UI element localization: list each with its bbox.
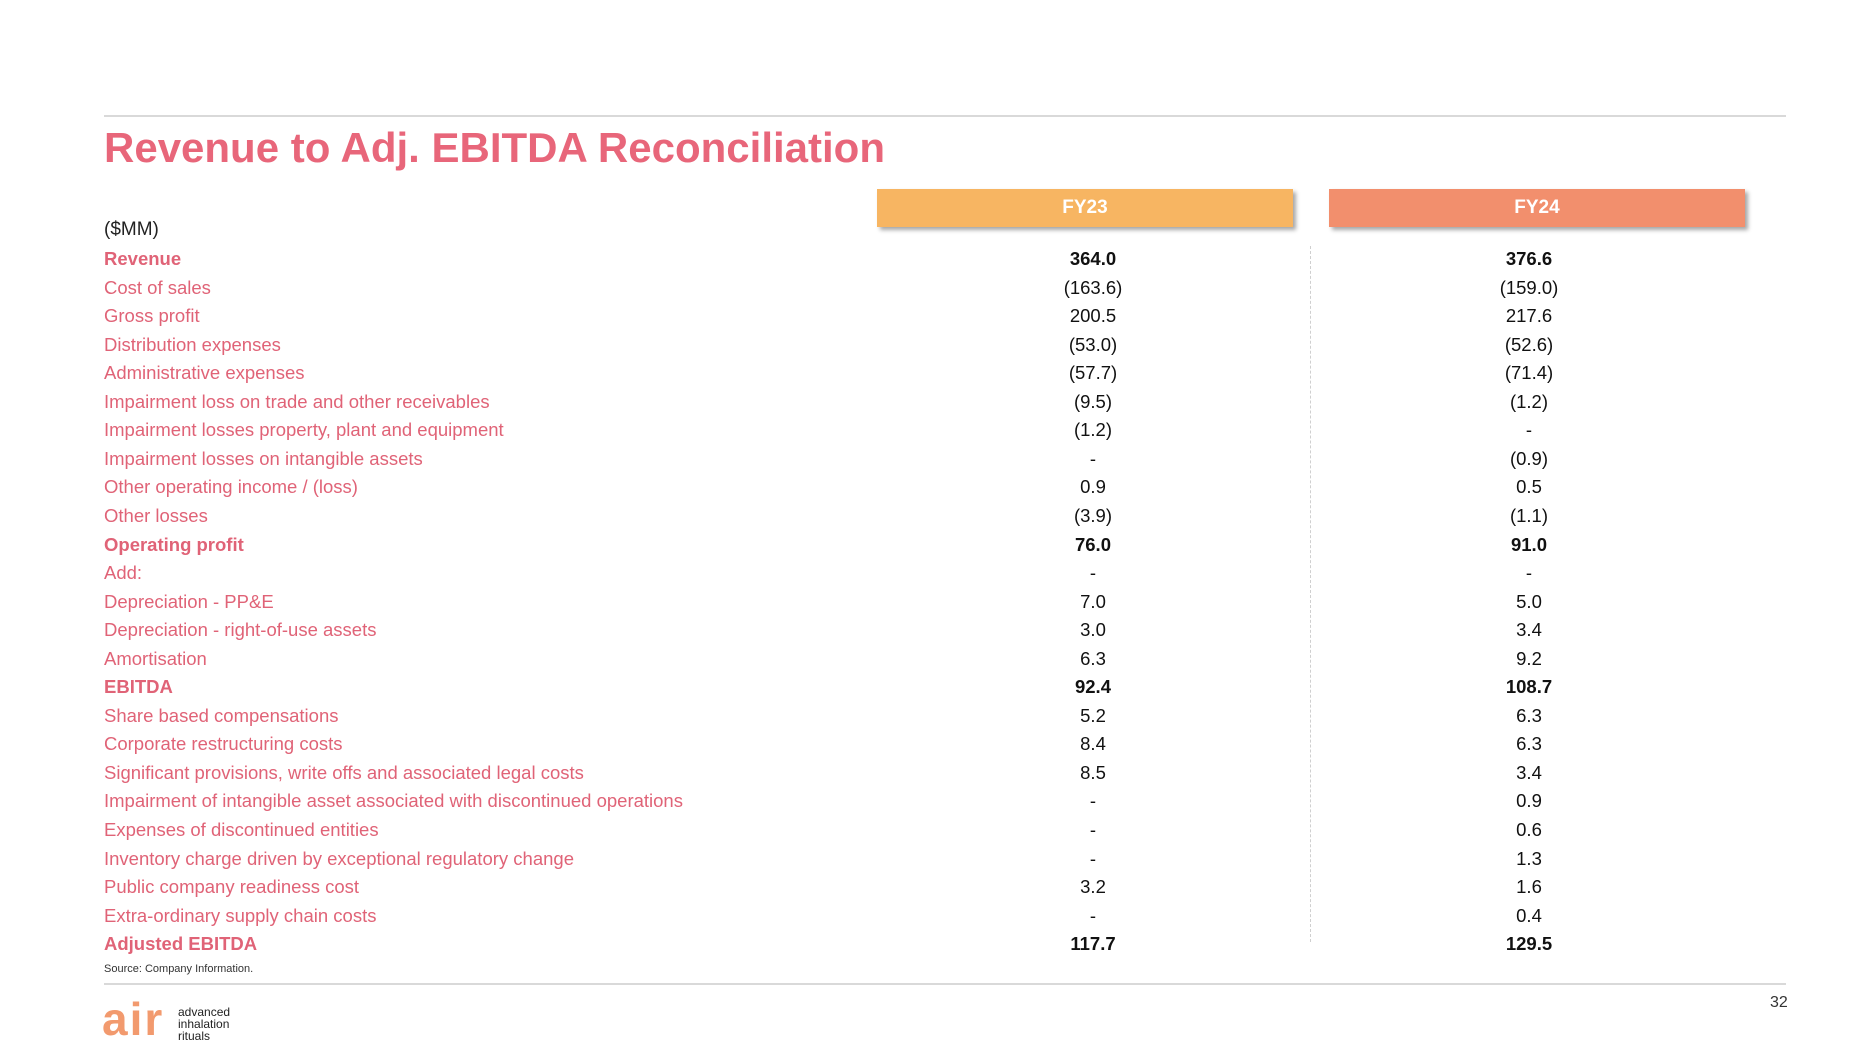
row-label: Cost of sales xyxy=(104,276,211,298)
row-label: Gross profit xyxy=(104,305,200,327)
cell-value: (159.0) xyxy=(1499,276,1559,298)
cell-value: 0.6 xyxy=(1516,819,1542,840)
cell-value: - xyxy=(1089,562,1097,584)
cell-value: - xyxy=(1089,447,1097,469)
cell-value: 7.0 xyxy=(1080,590,1106,612)
top-rule xyxy=(104,115,1786,117)
cell-value: (163.6) xyxy=(1063,276,1123,298)
slide-title: Revenue to Adj. EBITDA Reconciliation xyxy=(104,124,885,171)
cell-value: 8.4 xyxy=(1080,733,1106,755)
row-label: Distribution expenses xyxy=(104,333,281,355)
cell-value: 0.5 xyxy=(1516,476,1542,498)
row-label: Extra-ordinary supply chain costs xyxy=(104,904,377,926)
row-label: Revenue xyxy=(104,248,182,269)
cell-value: 1.3 xyxy=(1516,847,1542,869)
cell-value: (9.5) xyxy=(1073,390,1113,412)
logo-line: rituals xyxy=(178,1029,211,1043)
row-label: Administrative expenses xyxy=(104,362,305,384)
row-label: Impairment losses property, plant and eq… xyxy=(104,419,504,441)
cell-value: 0.9 xyxy=(1080,476,1106,498)
cell-value: 91.0 xyxy=(1510,533,1547,555)
cell-value: 76.0 xyxy=(1074,533,1111,555)
cell-value: 364.0 xyxy=(1069,248,1117,269)
cell-value: (53.0) xyxy=(1068,333,1118,355)
row-label: Depreciation - PP&E xyxy=(104,590,274,612)
row-label: Public company readiness cost xyxy=(104,876,360,898)
bottom-rule xyxy=(104,983,1786,985)
cell-value: 5.0 xyxy=(1516,590,1542,612)
cell-value: - xyxy=(1089,847,1097,869)
logo-mark: air xyxy=(102,993,165,1045)
cell-value: - xyxy=(1089,790,1097,812)
row-label: Impairment of intangible asset associate… xyxy=(104,790,683,812)
cell-value: 3.0 xyxy=(1080,619,1106,641)
unit-label: ($MM) xyxy=(104,219,159,240)
cell-value: (57.7) xyxy=(1068,362,1118,384)
cell-value: 200.5 xyxy=(1069,305,1117,327)
cell-value: 376.6 xyxy=(1505,248,1553,269)
row-label: Amortisation xyxy=(104,647,207,669)
logo-line: advanced xyxy=(178,1005,231,1019)
cell-value: 3.4 xyxy=(1516,619,1542,641)
row-label: Corporate restructuring costs xyxy=(104,733,343,755)
cell-value: (52.6) xyxy=(1504,333,1554,355)
cell-value: - xyxy=(1525,562,1533,584)
cell-value: 6.3 xyxy=(1080,647,1106,669)
row-label: Other operating income / (loss) xyxy=(104,476,358,498)
cell-value: 3.2 xyxy=(1080,876,1106,898)
cell-value: 108.7 xyxy=(1505,676,1553,698)
logo-line: inhalation xyxy=(178,1017,230,1031)
row-label: Depreciation - right-of-use assets xyxy=(104,619,377,641)
page-number: 32 xyxy=(1770,994,1788,1011)
row-label: Inventory charge driven by exceptional r… xyxy=(104,847,574,869)
column-header: FY24 xyxy=(1329,189,1745,227)
cell-value: 0.4 xyxy=(1516,904,1542,926)
cell-value: (1.2) xyxy=(1073,419,1113,441)
cell-value: 8.5 xyxy=(1080,761,1106,783)
cell-value: (3.9) xyxy=(1073,504,1113,526)
cell-value: - xyxy=(1089,819,1097,840)
source-note: Source: Company Information. xyxy=(104,963,254,975)
cell-value: 9.2 xyxy=(1516,647,1542,669)
row-label: Adjusted EBITDA xyxy=(104,933,258,955)
cell-value: 3.4 xyxy=(1516,761,1542,783)
column-separator xyxy=(1310,246,1311,942)
row-label: Other losses xyxy=(104,504,208,526)
row-label: Significant provisions, write offs and a… xyxy=(104,761,584,783)
cell-value: - xyxy=(1089,904,1097,926)
row-label: EBITDA xyxy=(104,676,173,698)
cell-value: 0.9 xyxy=(1516,790,1542,812)
row-label: Impairment losses on intangible assets xyxy=(104,447,423,469)
row-label: Share based compensations xyxy=(104,704,339,726)
cell-value: 6.3 xyxy=(1516,704,1542,726)
column-header: FY23 xyxy=(877,189,1293,227)
cell-value: 217.6 xyxy=(1505,305,1553,327)
cell-value: (71.4) xyxy=(1504,362,1554,384)
row-label: Impairment loss on trade and other recei… xyxy=(104,390,490,412)
cell-value: (0.9) xyxy=(1509,447,1549,469)
row-label: Add: xyxy=(104,562,143,584)
cell-value: (1.2) xyxy=(1509,390,1549,412)
row-label: Expenses of discontinued entities xyxy=(104,819,379,840)
cell-value: - xyxy=(1525,419,1533,441)
logo-text: advanced inhalation rituals xyxy=(178,1006,230,1042)
cell-value: 117.7 xyxy=(1070,933,1116,955)
row-label: Operating profit xyxy=(104,533,244,555)
cell-value: 129.5 xyxy=(1505,933,1553,955)
cell-value: (1.1) xyxy=(1509,504,1549,526)
cell-value: 92.4 xyxy=(1074,676,1111,698)
cell-value: 5.2 xyxy=(1080,704,1106,726)
cell-value: 6.3 xyxy=(1516,733,1542,755)
cell-value: 1.6 xyxy=(1516,876,1542,898)
